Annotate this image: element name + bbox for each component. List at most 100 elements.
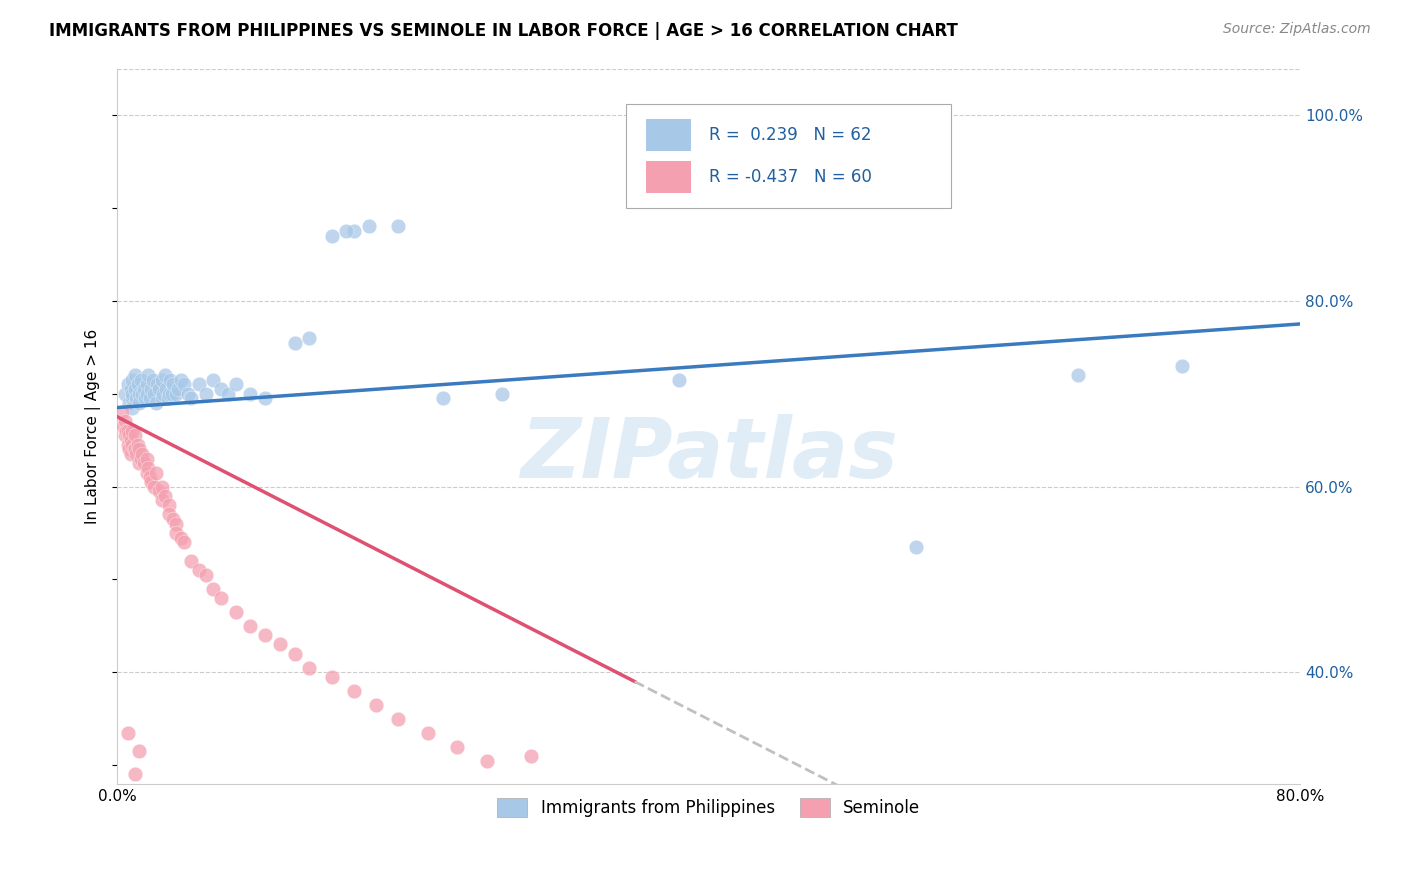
Point	[167, 382, 190, 396]
Point	[129, 373, 152, 387]
Point	[135, 377, 157, 392]
Point	[150, 493, 173, 508]
Point	[387, 219, 409, 234]
Point	[157, 498, 180, 512]
Text: IMMIGRANTS FROM PHILIPPINES VS SEMINOLE IN LABOR FORCE | AGE > 16 CORRELATION CH: IMMIGRANTS FROM PHILIPPINES VS SEMINOLE …	[49, 22, 957, 40]
Point	[120, 433, 142, 447]
Point	[162, 377, 184, 392]
Point	[491, 386, 513, 401]
Point	[148, 484, 170, 499]
Point	[475, 754, 498, 768]
Point	[343, 683, 366, 698]
Point	[141, 382, 163, 396]
Point	[135, 386, 157, 401]
Point	[150, 391, 173, 405]
FancyBboxPatch shape	[626, 104, 950, 208]
Point	[269, 637, 291, 651]
Point	[128, 396, 150, 410]
Point	[170, 373, 193, 387]
Point	[136, 368, 159, 382]
Point	[187, 563, 209, 577]
Point	[239, 619, 262, 633]
Point	[156, 391, 179, 405]
Point	[150, 373, 173, 387]
FancyBboxPatch shape	[645, 161, 690, 194]
Point	[157, 386, 180, 401]
Point	[115, 424, 138, 438]
Point	[135, 466, 157, 480]
Point	[321, 670, 343, 684]
Point	[125, 447, 148, 461]
Point	[134, 391, 156, 405]
Point	[120, 447, 142, 461]
Point	[118, 442, 141, 457]
Point	[180, 554, 202, 568]
Point	[187, 377, 209, 392]
Point	[121, 391, 143, 405]
Point	[159, 373, 181, 387]
Point	[118, 428, 141, 442]
Point	[128, 456, 150, 470]
Point	[112, 419, 135, 434]
Point	[520, 748, 543, 763]
Point	[114, 415, 136, 429]
Point	[668, 163, 690, 178]
Point	[141, 475, 163, 489]
Point	[117, 725, 139, 739]
Point	[284, 647, 307, 661]
Point	[131, 386, 153, 401]
Point	[114, 386, 136, 401]
Point	[124, 442, 146, 457]
Point	[239, 386, 262, 401]
Point	[117, 377, 139, 392]
Point	[121, 373, 143, 387]
Point	[143, 386, 166, 401]
Point	[416, 725, 439, 739]
Legend: Immigrants from Philippines, Seminole: Immigrants from Philippines, Seminole	[489, 789, 928, 825]
Point	[121, 386, 143, 401]
Point	[165, 516, 187, 531]
Point	[145, 396, 167, 410]
Text: R = -0.437   N = 60: R = -0.437 N = 60	[709, 169, 872, 186]
Point	[357, 219, 380, 234]
Point	[124, 428, 146, 442]
Point	[152, 386, 174, 401]
Point	[128, 386, 150, 401]
Point	[121, 401, 143, 415]
Point	[148, 382, 170, 396]
Point	[1067, 368, 1090, 382]
Point	[668, 373, 690, 387]
Point	[432, 391, 454, 405]
Point	[165, 386, 187, 401]
Point	[124, 368, 146, 382]
Point	[254, 628, 277, 642]
Point	[202, 582, 225, 596]
Point	[146, 377, 169, 392]
Point	[904, 540, 927, 554]
Point	[298, 331, 321, 345]
Point	[128, 442, 150, 457]
Point	[343, 224, 366, 238]
Point	[225, 377, 247, 392]
Point	[209, 382, 232, 396]
Point	[364, 698, 387, 712]
Point	[153, 489, 176, 503]
Point	[298, 660, 321, 674]
Point	[120, 382, 142, 396]
Text: Source: ZipAtlas.com: Source: ZipAtlas.com	[1223, 22, 1371, 37]
Point	[153, 368, 176, 382]
Point	[284, 335, 307, 350]
Text: ZIPatlas: ZIPatlas	[520, 414, 897, 495]
Point	[225, 605, 247, 619]
Point	[132, 456, 155, 470]
Point	[160, 386, 183, 401]
Point	[335, 224, 357, 238]
Point	[150, 479, 173, 493]
Point	[117, 424, 139, 438]
Point	[131, 447, 153, 461]
Text: R =  0.239   N = 62: R = 0.239 N = 62	[709, 126, 872, 144]
Point	[117, 438, 139, 452]
Point	[157, 508, 180, 522]
Point	[139, 391, 162, 405]
Point	[321, 228, 343, 243]
